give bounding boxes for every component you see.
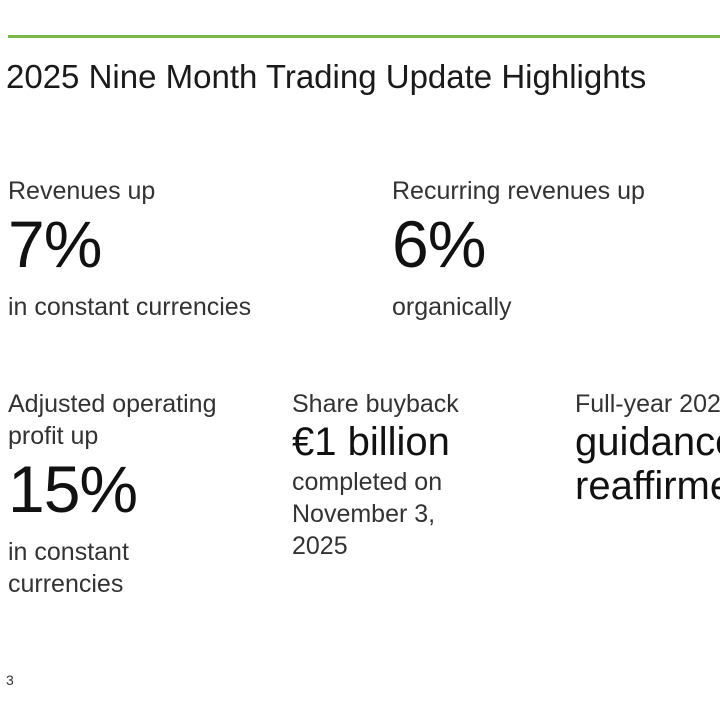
highlight-value: guidance reaffirmed	[575, 420, 720, 508]
highlight-value: 6%	[392, 207, 486, 281]
highlight-label: Recurring revenues up	[392, 177, 645, 205]
highlight-label: Full-year 2025	[575, 390, 720, 418]
highlight-card: Share buyback €1 billion completed on No…	[292, 388, 552, 562]
highlight-card: Full-year 2025 guidance reaffirmed	[575, 388, 720, 508]
highlight-note: in constant currencies	[8, 293, 252, 321]
highlight-label: Revenues up	[8, 177, 156, 205]
highlight-card: Recurring revenues up 6% organically	[392, 175, 712, 323]
accent-rule	[8, 35, 720, 38]
highlight-value: €1 billion	[292, 420, 450, 464]
highlight-card: Revenues up 7% in constant currencies	[8, 175, 378, 323]
highlight-note: in constant currencies	[8, 538, 129, 598]
highlight-value: 15%	[8, 452, 138, 526]
highlight-card: Adjusted operating profit up 15% in cons…	[8, 388, 248, 600]
highlight-label: Share buyback	[292, 390, 459, 418]
slide-title: 2025 Nine Month Trading Update Highlight…	[6, 58, 647, 95]
highlight-note: organically	[392, 293, 512, 321]
highlight-note: completed on November 3, 2025	[292, 468, 443, 560]
highlight-label: Adjusted operating profit up	[8, 390, 217, 450]
highlight-value: 7%	[8, 207, 102, 281]
page-number: 3	[6, 672, 14, 688]
